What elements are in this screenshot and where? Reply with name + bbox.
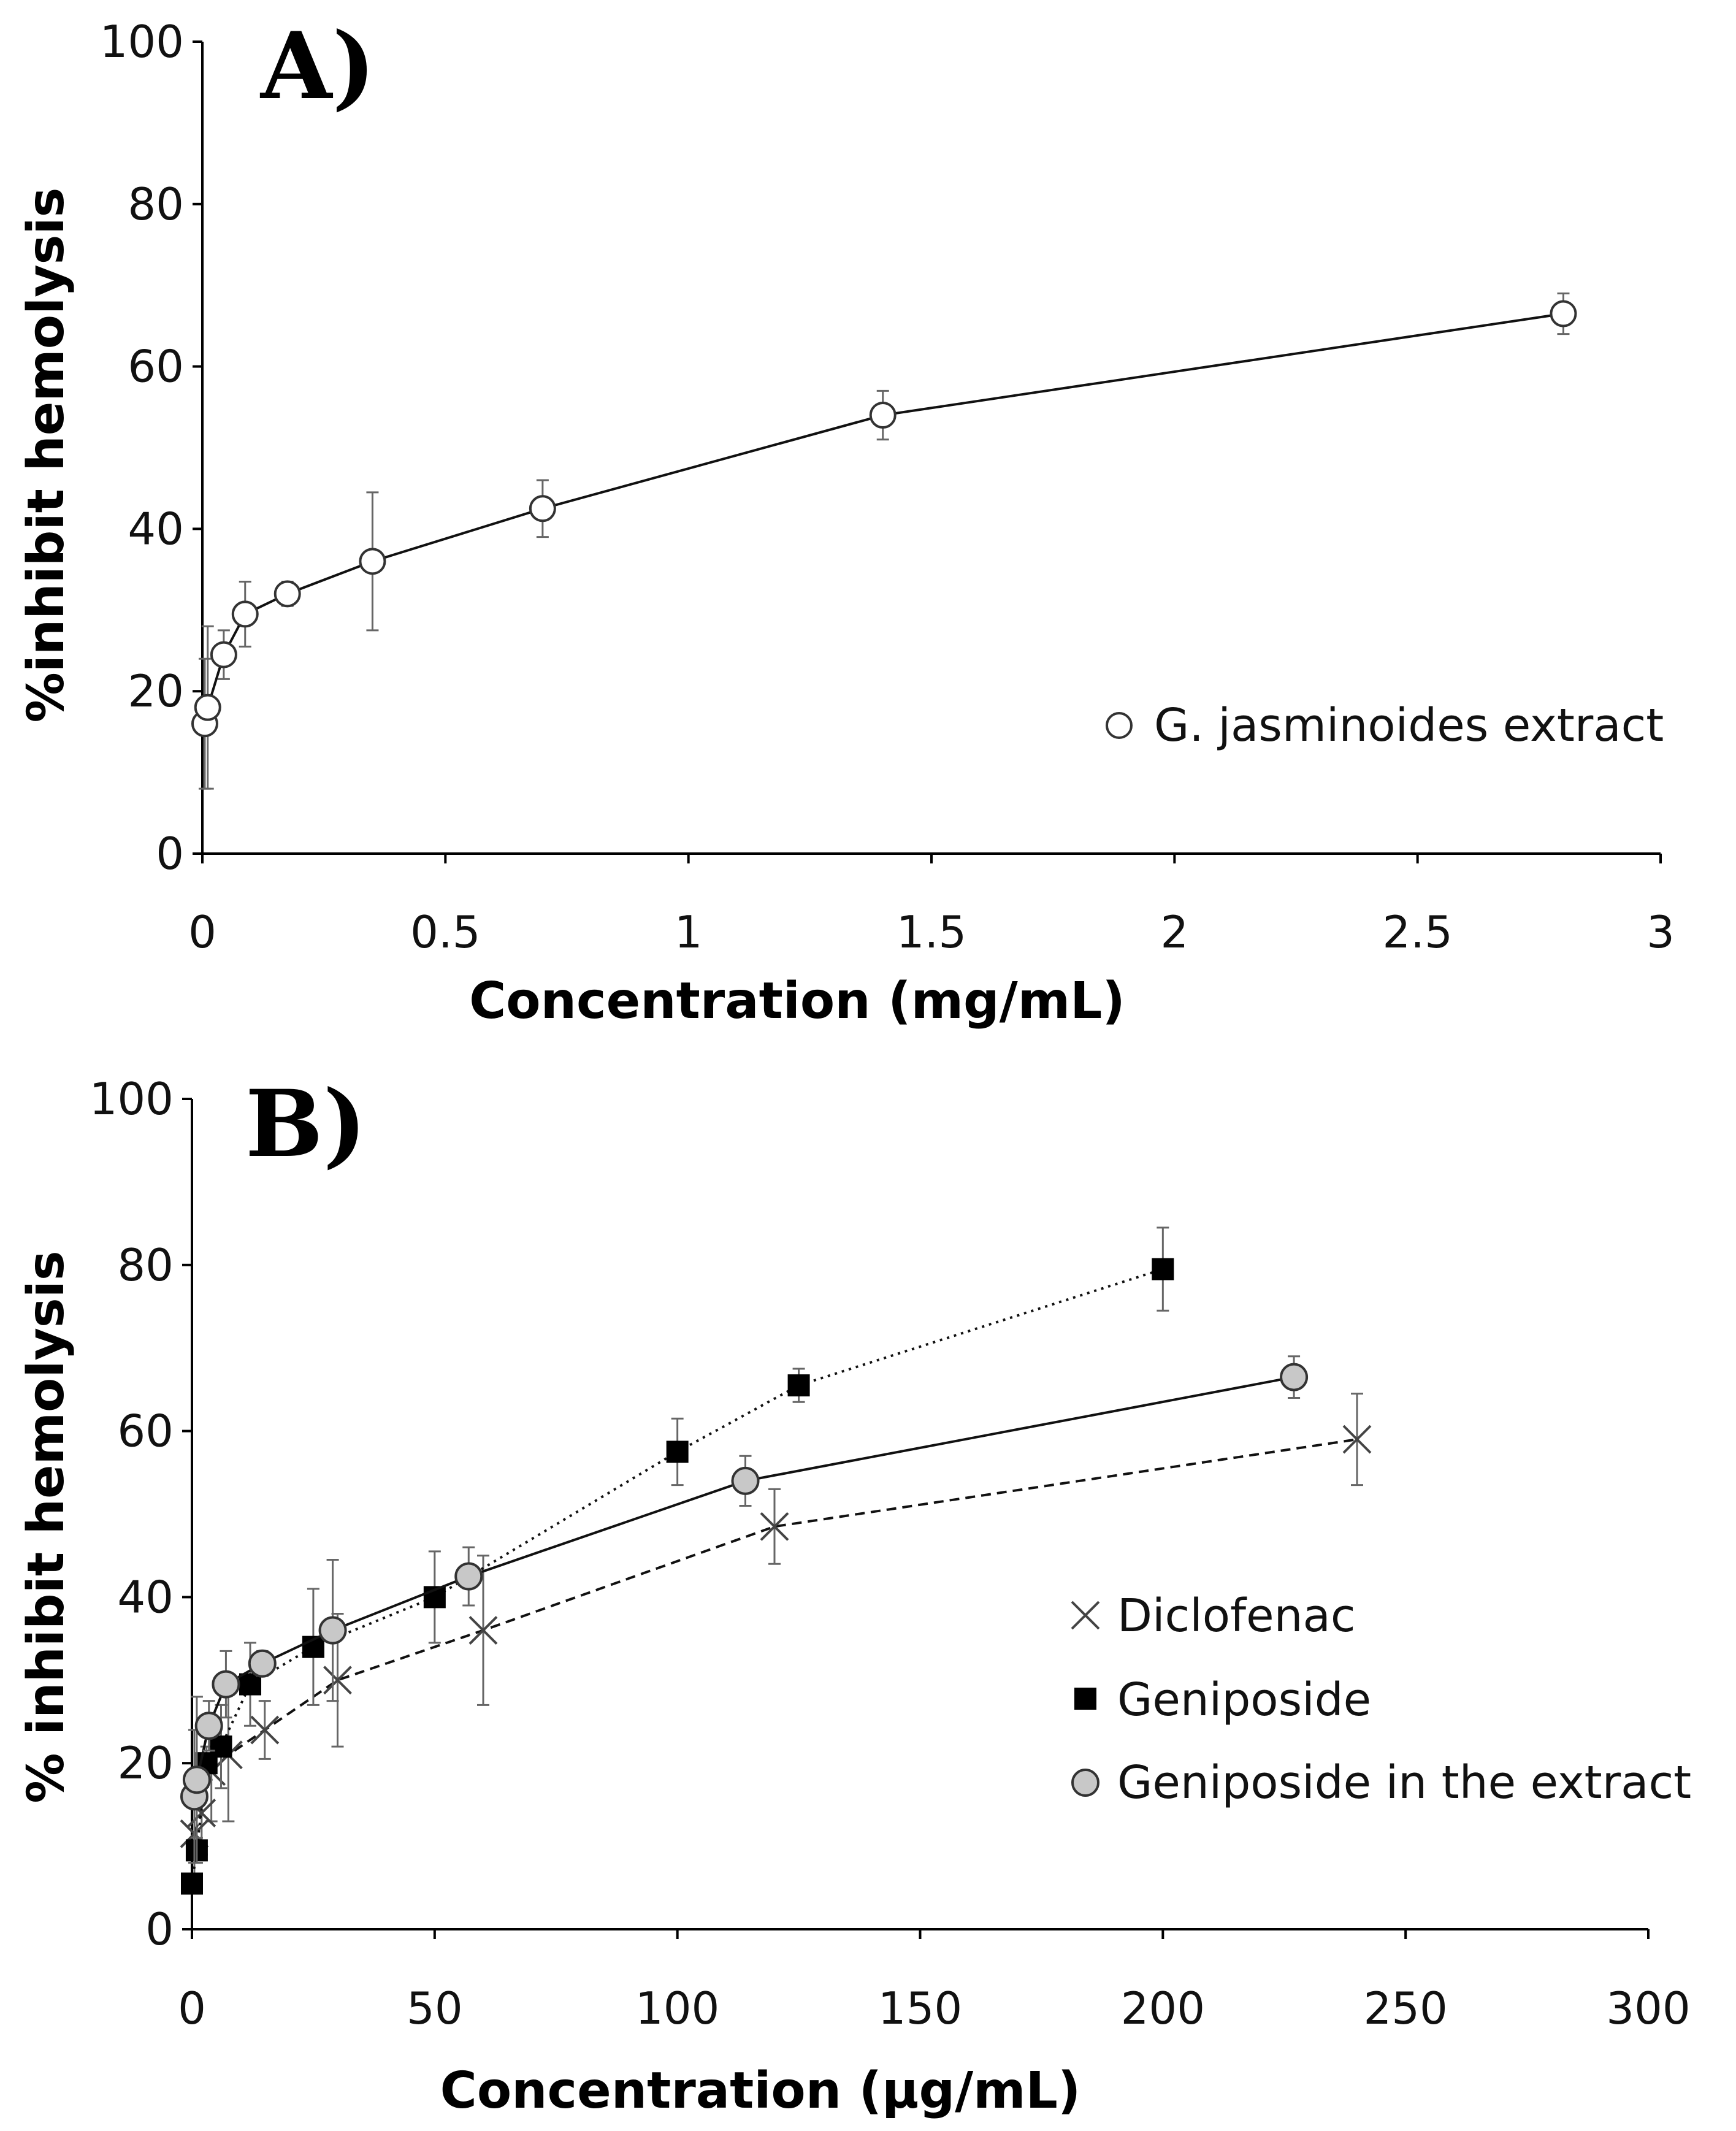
legend-label-geniposide: Geniposide — [1117, 1674, 1371, 1726]
panel-b-legend: Diclofenac Geniposide Geniposide in the … — [1071, 1590, 1691, 1809]
data-point — [1342, 1425, 1372, 1454]
panel-a-legend-label: G. jasminoides extract — [1154, 699, 1664, 752]
series-geniposide-in-the-extract — [180, 1355, 1309, 1864]
data-point — [1152, 1258, 1174, 1280]
series-g-jasminoides-extract — [191, 292, 1577, 790]
panel-a-legend: G. jasminoides extract — [1106, 699, 1664, 752]
y-tick-label: 20 — [128, 665, 184, 717]
y-tick-label: 60 — [128, 341, 184, 392]
panel-a-xlabel: Concentration (mg/mL) — [469, 972, 1125, 1030]
x-tick-label: 0 — [188, 906, 216, 958]
data-point — [210, 641, 237, 668]
data-point — [666, 1440, 689, 1463]
x-tick-label: 150 — [878, 1983, 962, 2034]
data-point — [231, 600, 259, 628]
x-tick-label: 1 — [675, 906, 703, 958]
data-point — [182, 1766, 211, 1794]
x-tick-label: 250 — [1363, 1983, 1447, 2034]
data-point — [787, 1374, 810, 1397]
data-point — [250, 1715, 280, 1745]
panel-a-series — [191, 292, 1577, 790]
x-tick-label: 2.5 — [1382, 906, 1453, 958]
data-point — [760, 1512, 789, 1541]
x-tick-label: 100 — [635, 1983, 719, 2034]
panel-a-label: A) — [259, 12, 375, 120]
y-tick-label: 0 — [145, 1903, 174, 1955]
data-point — [248, 1649, 277, 1678]
data-point — [212, 1670, 240, 1699]
y-tick-label: 40 — [128, 503, 184, 554]
legend-label-diclofenac: Diclofenac — [1117, 1590, 1356, 1642]
legend-open-circle-icon — [1106, 712, 1133, 739]
panel-a: 0 20 40 60 80 100 0 0.5 1 1.5 2 2.5 3 A) Concentrati… — [17, 12, 1675, 1030]
data-point — [869, 402, 897, 429]
legend-grey-circle-icon — [1071, 1769, 1099, 1797]
data-point — [210, 1735, 232, 1758]
panel-b-ylabel: % inhibit hemolysis — [17, 1250, 75, 1803]
data-point — [318, 1616, 347, 1645]
x-tick-label: 50 — [407, 1983, 463, 2034]
data-point — [454, 1562, 483, 1591]
x-tick-label: 0.5 — [410, 906, 481, 958]
panel-a-ylabel: %inhibit hemolysis — [17, 188, 75, 723]
panel-b-label: B) — [245, 1070, 367, 1178]
data-point — [181, 1872, 203, 1895]
x-tick-label: 300 — [1606, 1983, 1690, 2034]
panel-b-ticks: 0 20 40 60 80 100 0 50 100 150 200 250 300 — [90, 1073, 1691, 2034]
data-point — [273, 580, 301, 608]
series-geniposide — [181, 1226, 1174, 1895]
panel-b: 0 20 40 60 80 100 0 50 100 150 200 250 300 B) Concen… — [17, 1070, 1691, 2120]
x-tick-label: 2 — [1160, 906, 1188, 958]
data-point — [1550, 300, 1577, 327]
x-tick-label: 3 — [1646, 906, 1675, 958]
y-tick-label: 0 — [156, 828, 184, 879]
data-point — [194, 1712, 223, 1740]
data-point — [468, 1616, 498, 1645]
legend-x-icon — [1071, 1601, 1100, 1630]
data-point — [323, 1666, 352, 1695]
legend-filled-square-icon — [1074, 1688, 1096, 1710]
x-tick-label: 200 — [1121, 1983, 1205, 2034]
x-tick-label: 0 — [178, 1983, 206, 2034]
y-tick-label: 20 — [117, 1737, 174, 1789]
legend-label-geniposide-extract: Geniposide in the extract — [1117, 1756, 1691, 1809]
data-point — [529, 495, 556, 522]
data-point — [731, 1466, 760, 1495]
panel-a-ticks: 0 20 40 60 80 100 0 0.5 1 1.5 2 2.5 3 — [100, 16, 1675, 958]
data-point — [239, 1673, 261, 1696]
y-tick-label: 100 — [90, 1073, 174, 1125]
panel-b-xlabel: Concentration (μg/mL) — [440, 2062, 1081, 2120]
y-tick-label: 100 — [100, 16, 184, 67]
data-point — [359, 548, 386, 575]
y-tick-label: 60 — [117, 1406, 174, 1457]
y-tick-label: 40 — [117, 1571, 174, 1623]
data-point — [1280, 1363, 1309, 1391]
y-tick-label: 80 — [128, 178, 184, 230]
panel-b-series — [180, 1226, 1372, 1895]
data-point — [194, 694, 221, 721]
x-tick-label: 1.5 — [897, 906, 967, 958]
y-tick-label: 80 — [117, 1239, 174, 1291]
